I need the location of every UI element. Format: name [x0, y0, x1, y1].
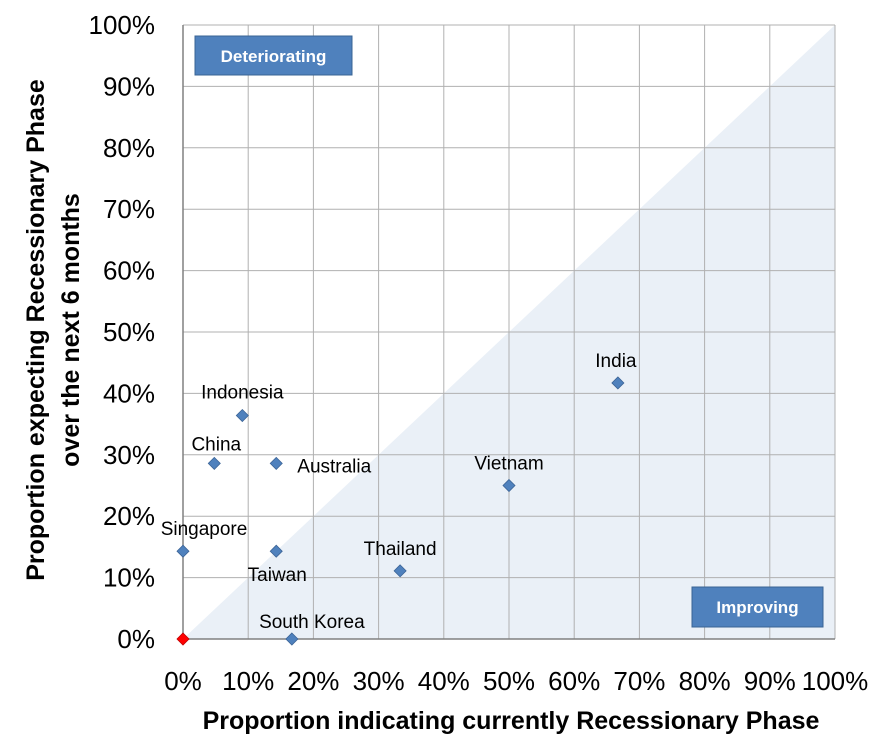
y-tick-label: 50% [103, 317, 155, 347]
point-india-label: India [595, 351, 637, 372]
point-vietnam-label: Vietnam [474, 454, 543, 475]
y-tick-label: 10% [103, 563, 155, 593]
improving-label: Improving [716, 598, 798, 617]
y-axis-title-line-1: Proportion expecting Recessionary Phase [22, 79, 50, 581]
point-labels: India Vietnam Thailand South Korea Indonesia… [161, 351, 637, 633]
x-tick-label: 60% [548, 666, 600, 696]
x-tick-label: 20% [287, 666, 339, 696]
x-tick-label: 70% [613, 666, 665, 696]
point-south-korea-label: South Korea [259, 612, 365, 633]
point-indonesia-label: Indonesia [201, 383, 284, 404]
y-tick-label: 40% [103, 378, 155, 408]
x-tick-label: 90% [744, 666, 796, 696]
y-tick-labels: 0% 10% 20% 30% 40% 50% 60% 70% 80% 90% 100% [89, 10, 156, 654]
point-south-korea-marker [285, 632, 299, 646]
point-china-marker [207, 456, 221, 470]
deteriorating-label: Deteriorating [221, 47, 327, 66]
y-tick-label: 100% [89, 10, 156, 40]
x-tick-label: 0% [164, 666, 202, 696]
y-tick-label: 0% [117, 624, 155, 654]
x-tick-label: 10% [222, 666, 274, 696]
point-thailand-marker [393, 564, 407, 578]
x-tick-label: 100% [802, 666, 869, 696]
y-axis-title: Proportion expecting Recessionary Phase … [22, 79, 85, 581]
point-china-label: China [191, 434, 241, 455]
y-tick-label: 60% [103, 256, 155, 286]
y-axis-title-line-2: over the next 6 months [57, 193, 85, 467]
y-tick-label: 90% [103, 71, 155, 101]
y-tick-label: 30% [103, 440, 155, 470]
data-points [176, 376, 625, 646]
point-singapore-marker [176, 544, 190, 558]
point-australia-marker [269, 456, 283, 470]
x-tick-label: 80% [679, 666, 731, 696]
point-thailand-label: Thailand [364, 539, 437, 560]
point-australia-label: Australia [297, 456, 371, 477]
x-tick-label: 30% [353, 666, 405, 696]
x-tick-label: 40% [418, 666, 470, 696]
y-tick-label: 70% [103, 194, 155, 224]
deteriorating-box: Deteriorating [194, 35, 353, 76]
point-origin-marker [176, 632, 190, 646]
improving-box: Improving [691, 586, 824, 628]
x-axis-title: Proportion indicating currently Recessio… [203, 707, 820, 735]
point-indonesia-marker [235, 408, 249, 423]
point-taiwan-label: Taiwan [248, 565, 307, 586]
x-tick-label: 50% [483, 666, 535, 696]
point-vietnam-marker [502, 478, 516, 493]
x-tick-labels: 0% 10% 20% 30% 40% 50% 60% 70% 80% 90% 100% [164, 666, 868, 696]
y-tick-label: 20% [103, 501, 155, 531]
point-taiwan-marker [269, 544, 283, 558]
point-india-marker [611, 376, 625, 390]
point-singapore-label: Singapore [161, 519, 248, 540]
y-tick-label: 80% [103, 133, 155, 163]
